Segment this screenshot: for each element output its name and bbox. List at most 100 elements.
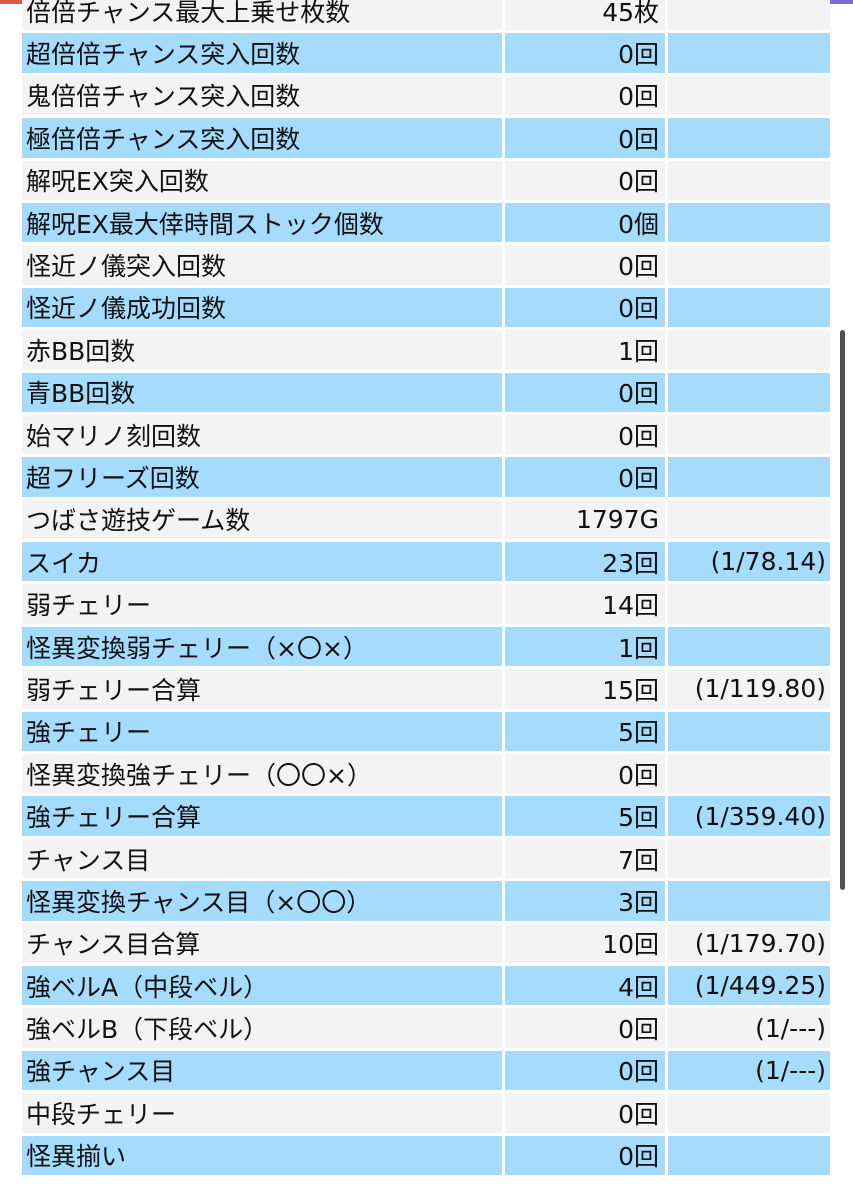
row-rate xyxy=(665,457,830,497)
row-label: 弱チェリー合算 xyxy=(22,669,502,709)
table-row: チャンス目 7回 xyxy=(22,838,830,879)
table-row: 怪異揃い 0回 xyxy=(22,1135,830,1175)
row-rate xyxy=(665,202,830,243)
row-label: 始マリノ刻回数 xyxy=(22,414,502,455)
row-rate xyxy=(665,33,830,73)
row-value: 0回 xyxy=(502,75,665,116)
row-value: 0回 xyxy=(502,245,665,285)
row-label: 倍倍チャンス最大上乗せ枚数 xyxy=(22,0,502,31)
row-rate: (1/359.40) xyxy=(665,796,830,836)
row-rate xyxy=(665,1135,830,1175)
row-rate xyxy=(665,414,830,455)
row-rate xyxy=(665,754,830,794)
row-label: 解呪EX最大倖時間ストック個数 xyxy=(22,202,502,243)
row-value: 23回 xyxy=(502,542,665,582)
row-rate xyxy=(665,0,830,31)
table-row: 怪異変換チャンス目（×〇〇） 3回 xyxy=(22,881,830,921)
row-rate: (1/78.14) xyxy=(665,542,830,582)
row-value: 1797G xyxy=(502,499,665,540)
table-row: 強チャンス目 0回 (1/---) xyxy=(22,1050,830,1091)
row-value: 0回 xyxy=(502,754,665,794)
table-row: 超フリーズ回数 0回 xyxy=(22,457,830,497)
row-rate xyxy=(665,245,830,285)
row-value: 0回 xyxy=(502,287,665,328)
table-row: 青BB回数 0回 xyxy=(22,372,830,412)
table-row: スイカ 23回 (1/78.14) xyxy=(22,542,830,582)
row-value: 1回 xyxy=(502,626,665,667)
row-rate xyxy=(665,838,830,879)
row-label: 青BB回数 xyxy=(22,372,502,412)
row-rate xyxy=(665,1093,830,1133)
row-rate xyxy=(665,372,830,412)
row-value: 0回 xyxy=(502,118,665,158)
row-rate: (1/119.80) xyxy=(665,669,830,709)
row-value: 15回 xyxy=(502,669,665,709)
row-label: 怪近ノ儀突入回数 xyxy=(22,245,502,285)
table-row: 鬼倍倍チャンス突入回数 0回 xyxy=(22,75,830,116)
row-label: 解呪EX突入回数 xyxy=(22,160,502,200)
stats-table: 倍倍チャンス最大上乗せ枚数 45枚 超倍倍チャンス突入回数 0回 鬼倍倍チャンス突入回数… xyxy=(22,0,830,1178)
row-rate xyxy=(665,330,830,370)
row-value: 0回 xyxy=(502,457,665,497)
row-value: 0回 xyxy=(502,414,665,455)
table-row: 解呪EX最大倖時間ストック個数 0個 xyxy=(22,202,830,243)
row-value: 0回 xyxy=(502,33,665,73)
row-label: 怪異変換弱チェリー（×〇×） xyxy=(22,626,502,667)
stats-table-body: 倍倍チャンス最大上乗せ枚数 45枚 超倍倍チャンス突入回数 0回 鬼倍倍チャンス突入回数… xyxy=(22,0,830,1175)
row-rate: (1/---) xyxy=(665,1008,830,1048)
row-value: 0個 xyxy=(502,202,665,243)
row-value: 0回 xyxy=(502,1093,665,1133)
row-rate xyxy=(665,626,830,667)
table-row: 怪異変換強チェリー（〇〇×） 0回 xyxy=(22,754,830,794)
row-rate xyxy=(665,711,830,752)
table-row: 超倍倍チャンス突入回数 0回 xyxy=(22,33,830,73)
row-label: 強ベルA（中段ベル） xyxy=(22,965,502,1006)
scrollbar[interactable] xyxy=(840,330,845,890)
table-row: 赤BB回数 1回 xyxy=(22,330,830,370)
row-label: 超フリーズ回数 xyxy=(22,457,502,497)
row-value: 45枚 xyxy=(502,0,665,31)
row-value: 1回 xyxy=(502,330,665,370)
row-value: 4回 xyxy=(502,965,665,1006)
row-label: チャンス目 xyxy=(22,838,502,879)
row-rate xyxy=(665,118,830,158)
row-rate xyxy=(665,287,830,328)
row-label: 強チェリー xyxy=(22,711,502,752)
row-value: 0回 xyxy=(502,1135,665,1175)
row-label: 強ベルB（下段ベル） xyxy=(22,1008,502,1048)
row-rate xyxy=(665,499,830,540)
row-value: 5回 xyxy=(502,711,665,752)
row-label: 鬼倍倍チャンス突入回数 xyxy=(22,75,502,116)
row-rate xyxy=(665,584,830,624)
table-row: 強チェリー合算 5回 (1/359.40) xyxy=(22,796,830,836)
table-row: 怪近ノ儀突入回数 0回 xyxy=(22,245,830,285)
row-label: 弱チェリー xyxy=(22,584,502,624)
row-value: 0回 xyxy=(502,1008,665,1048)
table-row: 強ベルA（中段ベル） 4回 (1/449.25) xyxy=(22,965,830,1006)
row-rate xyxy=(665,75,830,116)
table-row: 始マリノ刻回数 0回 xyxy=(22,414,830,455)
row-label: チャンス目合算 xyxy=(22,923,502,963)
table-row: 強チェリー 5回 xyxy=(22,711,830,752)
table-row: 怪異変換弱チェリー（×〇×） 1回 xyxy=(22,626,830,667)
table-row: 強ベルB（下段ベル） 0回 (1/---) xyxy=(22,1008,830,1048)
row-value: 0回 xyxy=(502,372,665,412)
table-row: 弱チェリー合算 15回 (1/119.80) xyxy=(22,669,830,709)
row-value: 7回 xyxy=(502,838,665,879)
row-label: 怪異変換強チェリー（〇〇×） xyxy=(22,754,502,794)
row-label: 極倍倍チャンス突入回数 xyxy=(22,118,502,158)
row-label: 怪異揃い xyxy=(22,1135,502,1175)
table-row: チャンス目合算 10回 (1/179.70) xyxy=(22,923,830,963)
row-rate: (1/449.25) xyxy=(665,965,830,1006)
row-rate xyxy=(665,881,830,921)
row-label: 中段チェリー xyxy=(22,1093,502,1133)
table-row: 怪近ノ儀成功回数 0回 xyxy=(22,287,830,328)
row-rate xyxy=(665,160,830,200)
row-value: 14回 xyxy=(502,584,665,624)
row-label: 強チャンス目 xyxy=(22,1050,502,1091)
table-row: 倍倍チャンス最大上乗せ枚数 45枚 xyxy=(22,0,830,31)
table-row: 中段チェリー 0回 xyxy=(22,1093,830,1133)
table-row: つばさ遊技ゲーム数 1797G xyxy=(22,499,830,540)
row-label: 強チェリー合算 xyxy=(22,796,502,836)
row-label: 赤BB回数 xyxy=(22,330,502,370)
